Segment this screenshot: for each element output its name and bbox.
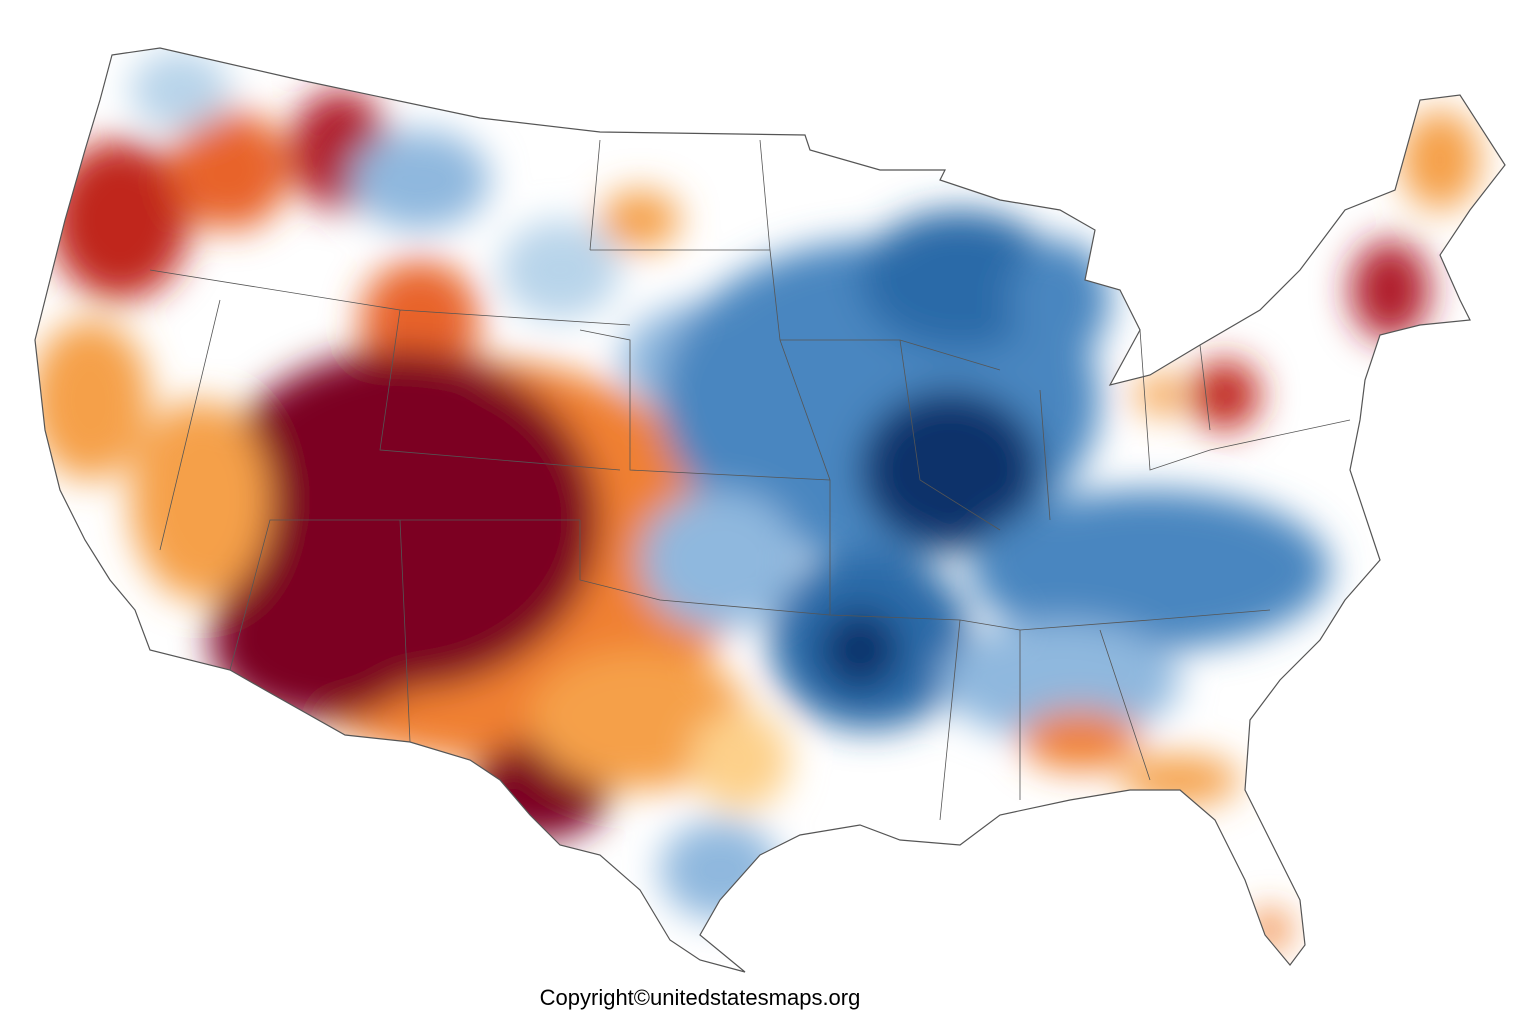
copyright: Copyright©unitedstatesmaps.org (539, 985, 861, 1010)
state-borders (149, 139, 1351, 821)
anomaly-layer (35, 50, 1480, 950)
us-map (34, 47, 1506, 973)
